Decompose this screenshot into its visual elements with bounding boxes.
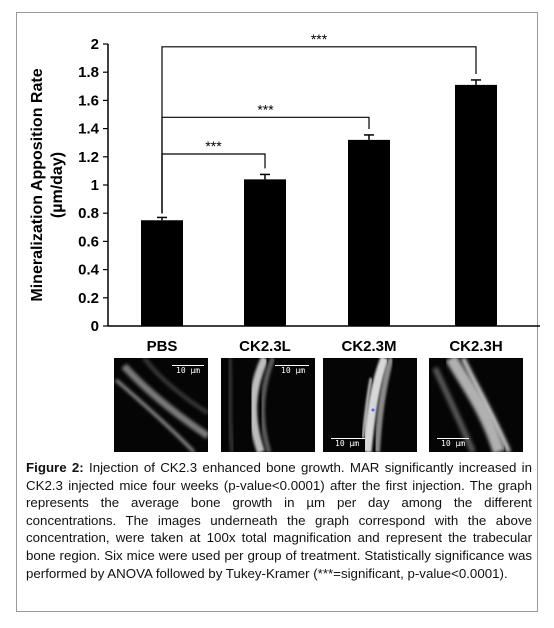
x-category-label: CK2.3L [239,338,291,355]
micrograph-ck23h: 10 µm [429,358,523,452]
caption-label: Figure 2: [26,460,84,475]
micrograph-pbs-texture [115,358,208,452]
y-tick-label: 1.8 [78,64,99,81]
y-tick-label: 0.8 [78,205,99,222]
bar-ck23l [244,179,286,326]
scale-label: 10 µm [176,366,201,375]
significance-label: *** [257,101,274,117]
micrograph-ck23m-texture [362,358,394,452]
y-axis-label: Mineralization Apposition Rate [29,68,46,301]
micrograph-ck23l: 10 µm [221,358,315,452]
y-tick-label: 0.4 [78,262,100,279]
micrograph-ck23h-texture [432,358,511,452]
y-tick-label: 1.4 [78,121,100,138]
y-tick-label: 1.6 [78,92,99,109]
bar-ck23m [348,139,390,326]
x-category-label: PBS [147,338,178,355]
scale-label: 10 µm [281,366,306,375]
y-tick-label: 1.2 [78,149,99,166]
scale-bar [437,438,469,439]
y-axis-label-units: (µm/day) [49,152,66,218]
micrograph-ck23l-texture [226,358,276,452]
bar-ck23h [455,84,497,326]
y-tick-label: 2 [91,36,99,53]
micrograph-pbs: 10 µm [114,358,208,452]
scale-bar [331,438,365,439]
caption-text: Injection of CK2.3 enhanced bone growth.… [26,460,532,581]
scale-label: 10 µm [335,439,360,448]
y-tick-label: 0.2 [78,290,99,307]
y-tick-label: 0 [91,318,99,335]
significance-label: *** [311,31,328,47]
y-tick-label: 1 [91,177,99,194]
bar-pbs [141,220,183,326]
scale-bar [275,365,309,366]
x-category-label: CK2.3M [341,338,396,355]
significance-bracket [161,46,477,214]
bar-chart: 0 0.2 0.4 0.6 0.8 1 1.2 1.4 1.6 1.8 2 Mineralizatio… [29,31,540,355]
significance-label: *** [205,138,222,154]
y-tick-label: 0.6 [78,233,99,250]
scale-bar [172,365,204,366]
figure-caption: Figure 2: Injection of CK2.3 enhanced bo… [26,459,532,582]
micrograph-ck23m: 10 µm [323,358,417,452]
x-category-label: CK2.3H [449,338,502,355]
scale-label: 10 µm [441,439,466,448]
